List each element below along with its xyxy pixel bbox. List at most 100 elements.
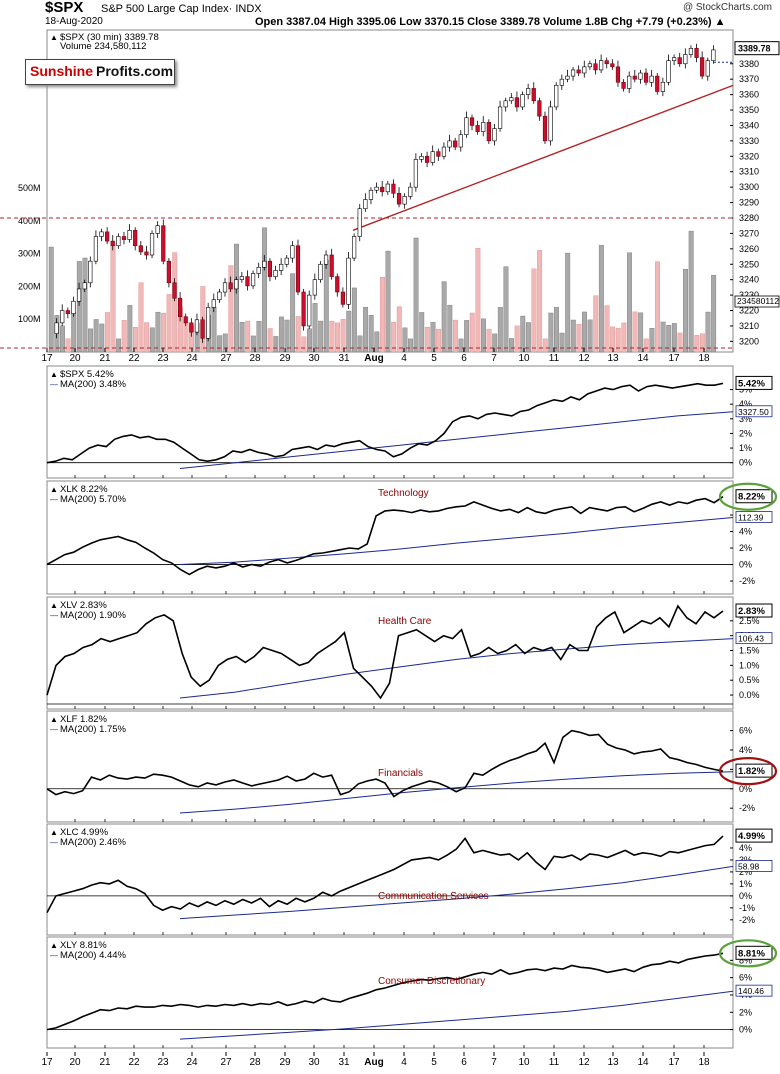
volume-bar — [222, 333, 228, 353]
price-candle — [649, 75, 654, 83]
volume-bar — [688, 230, 694, 353]
x-axis-top-label: 28 — [249, 353, 261, 364]
price-candle — [627, 75, 632, 89]
volume-bar — [587, 319, 593, 353]
panel-frame-xly — [46, 936, 734, 1049]
price-candle — [441, 146, 447, 157]
price-candle — [363, 199, 368, 210]
x-axis-top-label: 18 — [698, 353, 710, 364]
x-axis-top-label: 29 — [279, 353, 291, 364]
price-candle — [481, 122, 486, 132]
sunshine-profits-logo: Sunshine Profits.com — [25, 59, 175, 85]
volume-bar — [402, 327, 408, 353]
volume-bar — [531, 268, 537, 353]
price-candle — [138, 245, 143, 253]
chart-symbol: $SPX — [45, 0, 84, 16]
ma-value-label: 106.43 — [738, 634, 764, 644]
price-candle — [413, 159, 418, 188]
volume-bar — [548, 312, 554, 353]
panel-tick-label: 1.5% — [739, 646, 760, 656]
volume-bar — [559, 332, 565, 353]
price-candle — [93, 236, 99, 262]
price-candle — [267, 260, 273, 277]
panel-tick-label: 0.5% — [739, 675, 760, 685]
sector-label: Consumer Discretionary — [378, 976, 485, 987]
volume-bar — [127, 305, 133, 353]
panel-tick-label: -2% — [739, 576, 755, 586]
performance-line — [46, 729, 724, 798]
x-axis-top-label: 14 — [637, 353, 649, 364]
volume-bar — [329, 321, 335, 353]
panel-tick-label: -1% — [739, 903, 755, 913]
volume-bar — [256, 321, 262, 353]
price-candle — [700, 57, 705, 77]
panel-tick-label: 3% — [739, 855, 752, 865]
price-tick-label: 3380 — [739, 59, 759, 69]
volume-bar — [110, 244, 116, 353]
panel-ma-legend: MA(200) 2.46% — [60, 837, 127, 848]
volume-bar — [144, 322, 150, 353]
volume-bar — [104, 312, 110, 353]
x-axis-top-label: 7 — [491, 353, 497, 364]
price-candle — [475, 125, 480, 132]
price-candle — [217, 291, 222, 301]
volume-bar — [469, 312, 475, 353]
price-candle — [88, 260, 93, 284]
volume-bar — [368, 315, 374, 353]
x-axis-top-label: 27 — [220, 353, 232, 364]
price-candle — [295, 245, 301, 293]
volume-bar — [638, 312, 644, 353]
panel-tick-label: 6% — [739, 726, 752, 736]
panel-tick-label: 4% — [739, 745, 752, 755]
volume-legend: Volume 234,580,112 — [60, 41, 146, 52]
price-candle — [599, 60, 604, 71]
price-candle — [497, 106, 503, 129]
volume-bar — [379, 277, 385, 353]
volume-bar — [346, 310, 352, 353]
volume-bar — [335, 322, 340, 353]
price-candle — [127, 230, 132, 240]
x-axis-top-label: 4 — [401, 353, 407, 364]
volume-bar — [565, 252, 571, 353]
volume-bar — [385, 250, 391, 353]
price-candle — [172, 282, 177, 299]
price-tick-label: 3340 — [739, 120, 759, 130]
volume-bar — [643, 338, 649, 353]
x-axis-bottom-label: 13 — [607, 1057, 619, 1068]
price-candle — [307, 294, 312, 327]
volume-bar — [307, 328, 312, 353]
price-candle — [178, 297, 183, 317]
ma-value-label: 112.39 — [738, 513, 764, 523]
last-value-label: 1.82% — [738, 766, 765, 777]
x-axis-bottom-label: 4 — [401, 1057, 407, 1068]
last-value-box — [735, 489, 773, 504]
price-candle — [273, 270, 278, 277]
price-candle — [352, 236, 357, 259]
volume-bar — [48, 246, 54, 353]
legend-ma-marker: ― — [50, 838, 58, 847]
price-candle — [346, 257, 351, 305]
panel-tick-label: 2.5% — [739, 616, 760, 626]
price-candle — [262, 260, 267, 268]
price-candle — [71, 300, 76, 314]
last-value-label: 2.83% — [738, 606, 765, 617]
legend-ma-marker: ― — [50, 725, 58, 734]
volume-bar — [211, 306, 217, 353]
volume-tick-label: 200M — [18, 281, 41, 291]
x-axis-bottom-label: 11 — [549, 1057, 560, 1068]
sector-label: Health Care — [378, 616, 432, 627]
x-axis-top-label: 12 — [578, 353, 590, 364]
volume-bar — [262, 227, 268, 353]
volume-bar — [99, 323, 105, 353]
x-axis-bottom-label: 18 — [698, 1057, 710, 1068]
price-candle — [514, 97, 520, 108]
volume-bar — [520, 315, 526, 353]
price-candle — [82, 282, 87, 290]
volume-bar — [497, 307, 503, 353]
volume-bar — [76, 261, 82, 353]
price-tick-label: 3290 — [739, 198, 759, 208]
price-candle — [116, 236, 121, 247]
x-axis-top-label: 24 — [186, 353, 198, 364]
x-axis-bottom-label: 7 — [491, 1057, 497, 1068]
